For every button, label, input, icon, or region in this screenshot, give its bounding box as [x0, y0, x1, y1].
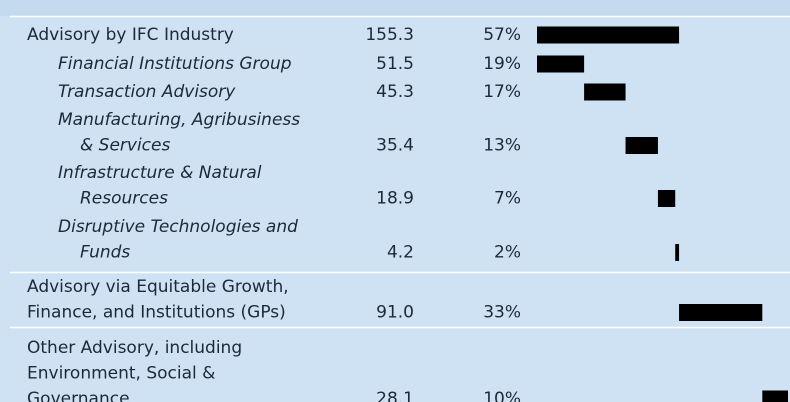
share: 17%: [483, 82, 521, 102]
bar: [537, 55, 585, 73]
row-label: Infrastructure & Natural: [58, 163, 262, 183]
amount: 91.0: [376, 303, 414, 323]
bar: [675, 244, 680, 261]
row-label: & Services: [80, 136, 170, 156]
bar: [679, 304, 763, 321]
bar: [625, 137, 658, 154]
row-label: Funds: [80, 243, 130, 263]
share: 10%: [483, 389, 521, 402]
share: 13%: [483, 136, 521, 156]
share: 7%: [494, 189, 521, 209]
share: 57%: [483, 25, 521, 45]
bar: [762, 390, 788, 402]
bar: [657, 190, 676, 207]
row-label: Transaction Advisory: [58, 82, 236, 102]
bar: [537, 26, 680, 44]
row-label: Advisory by IFC Industry: [27, 25, 234, 45]
amount: 4.2: [387, 243, 414, 263]
amount: 155.3: [365, 25, 414, 45]
amount: 35.4: [376, 136, 414, 156]
amount: 28.1: [376, 389, 414, 402]
row-label: Resources: [80, 189, 168, 209]
row-label: Financial Institutions Group: [58, 54, 292, 74]
row-label: Manufacturing, Agribusiness: [58, 110, 300, 130]
amount: 45.3: [376, 82, 414, 102]
row-label: Disruptive Technologies and: [58, 217, 298, 237]
row-label: Other Advisory, including: [27, 338, 242, 358]
row-label: Finance, and Institutions (GPs): [27, 303, 286, 323]
row-label: Advisory via Equitable Growth,: [27, 277, 289, 297]
header-strip: [0, 0, 790, 16]
amount: 51.5: [376, 54, 414, 74]
amount: 18.9: [376, 189, 414, 209]
share: 2%: [494, 243, 521, 263]
row-label: Environment, Social &: [27, 364, 215, 384]
bar: [584, 83, 626, 101]
row-label: Governance: [27, 389, 130, 402]
share: 33%: [483, 303, 521, 323]
share: 19%: [483, 54, 521, 74]
